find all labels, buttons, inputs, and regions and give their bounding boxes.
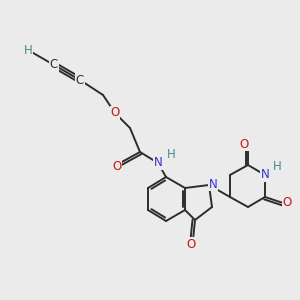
- Text: O: O: [186, 238, 196, 250]
- Text: C: C: [50, 58, 58, 71]
- Text: O: O: [112, 160, 122, 173]
- Text: N: N: [208, 178, 217, 190]
- Text: H: H: [167, 148, 176, 161]
- Text: N: N: [261, 169, 269, 182]
- Text: N: N: [154, 157, 162, 169]
- Text: H: H: [24, 44, 32, 56]
- Text: O: O: [282, 196, 292, 209]
- Text: C: C: [76, 74, 84, 86]
- Text: O: O: [239, 137, 249, 151]
- Text: O: O: [110, 106, 120, 119]
- Text: H: H: [273, 160, 281, 173]
